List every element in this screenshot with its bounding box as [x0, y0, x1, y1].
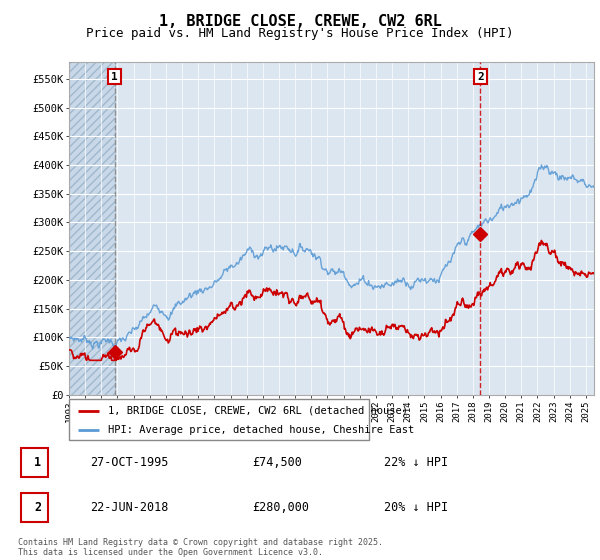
Text: 22% ↓ HPI: 22% ↓ HPI — [384, 456, 448, 469]
Text: 1, BRIDGE CLOSE, CREWE, CW2 6RL: 1, BRIDGE CLOSE, CREWE, CW2 6RL — [158, 14, 442, 29]
Text: £74,500: £74,500 — [252, 456, 302, 469]
Text: 1: 1 — [111, 72, 118, 82]
Text: 20% ↓ HPI: 20% ↓ HPI — [384, 501, 448, 514]
Text: 2: 2 — [477, 72, 484, 82]
Text: £280,000: £280,000 — [252, 501, 309, 514]
Text: 27-OCT-1995: 27-OCT-1995 — [90, 456, 169, 469]
Text: 1: 1 — [34, 456, 41, 469]
Text: 1, BRIDGE CLOSE, CREWE, CW2 6RL (detached house): 1, BRIDGE CLOSE, CREWE, CW2 6RL (detache… — [108, 405, 408, 416]
Text: 22-JUN-2018: 22-JUN-2018 — [90, 501, 169, 514]
Text: Contains HM Land Registry data © Crown copyright and database right 2025.
This d: Contains HM Land Registry data © Crown c… — [18, 538, 383, 557]
Bar — [69, 62, 115, 395]
Text: 2: 2 — [34, 501, 41, 514]
Text: HPI: Average price, detached house, Cheshire East: HPI: Average price, detached house, Ches… — [108, 424, 414, 435]
Text: Price paid vs. HM Land Registry's House Price Index (HPI): Price paid vs. HM Land Registry's House … — [86, 27, 514, 40]
